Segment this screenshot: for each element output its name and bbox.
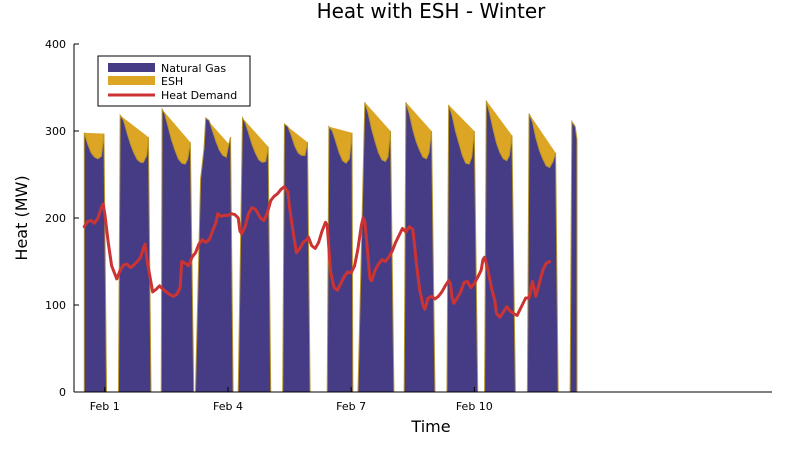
y-axis-title: Heat (MW) bbox=[12, 175, 31, 260]
x-tick-label: Feb 7 bbox=[336, 400, 366, 413]
y-tick-label: 100 bbox=[45, 299, 66, 312]
legend-label-heat-demand: Heat Demand bbox=[161, 89, 237, 102]
legend-swatch-natural-gas bbox=[108, 63, 155, 72]
y-tick-label: 200 bbox=[45, 212, 66, 225]
chart-title: Heat with ESH - Winter bbox=[317, 0, 547, 23]
series-line-heat-demand bbox=[82, 185, 552, 319]
x-axis-title: Time bbox=[410, 417, 450, 436]
legend-label-natural-gas: Natural Gas bbox=[161, 62, 226, 75]
x-tick-label: Feb 10 bbox=[456, 400, 493, 413]
y-tick-label: 0 bbox=[59, 386, 66, 399]
x-tick-label: Feb 1 bbox=[90, 400, 120, 413]
series-area-natural-gas bbox=[83, 100, 578, 393]
plot-area bbox=[82, 100, 578, 393]
y-tick-label: 300 bbox=[45, 125, 66, 138]
y-tick-label: 400 bbox=[45, 38, 66, 51]
x-tick-label: Feb 4 bbox=[213, 400, 243, 413]
legend-swatch-esh bbox=[108, 76, 155, 85]
legend-label-esh: ESH bbox=[161, 75, 183, 88]
axes: 0 100 200 300 400 Feb 1 Feb 4 Feb 7 Feb 10 bbox=[45, 38, 772, 413]
legend: Natural Gas ESH Heat Demand bbox=[97, 55, 251, 107]
